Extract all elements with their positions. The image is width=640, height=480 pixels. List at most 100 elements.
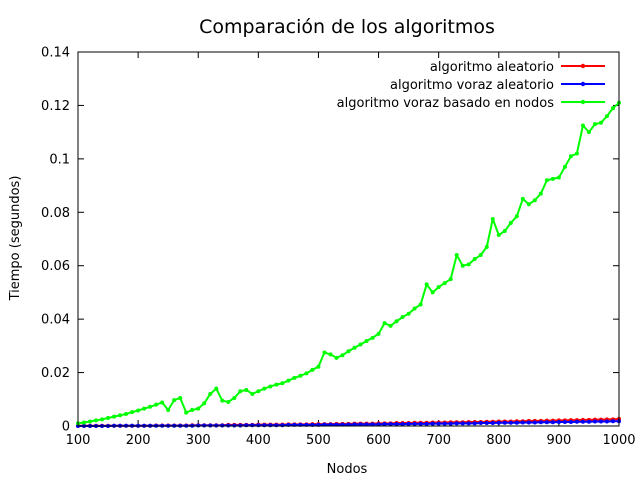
data-point bbox=[580, 419, 585, 424]
data-point bbox=[328, 352, 333, 357]
data-point bbox=[610, 419, 615, 424]
x-tick-label: 700 bbox=[426, 433, 451, 448]
data-point bbox=[232, 395, 237, 400]
data-point bbox=[160, 400, 165, 405]
data-point bbox=[178, 395, 183, 400]
data-point bbox=[358, 422, 363, 427]
data-point bbox=[370, 335, 375, 340]
data-point bbox=[148, 404, 153, 409]
data-point bbox=[208, 423, 213, 428]
data-point bbox=[388, 422, 393, 427]
data-point bbox=[586, 419, 591, 424]
data-point bbox=[322, 350, 327, 355]
legend-marker bbox=[580, 63, 586, 69]
data-point bbox=[286, 378, 291, 383]
data-point bbox=[454, 253, 459, 258]
data-point bbox=[604, 114, 609, 119]
data-point bbox=[568, 419, 573, 424]
x-tick-label: 900 bbox=[546, 433, 571, 448]
x-axis-label: Nodos bbox=[327, 462, 368, 477]
data-point bbox=[256, 389, 261, 394]
data-point bbox=[520, 196, 525, 201]
legend-item: algoritmo voraz aleatorio bbox=[390, 78, 605, 93]
data-point bbox=[196, 406, 201, 411]
data-point bbox=[244, 423, 249, 428]
data-point bbox=[376, 331, 381, 336]
data-point bbox=[352, 422, 357, 427]
data-point bbox=[112, 414, 117, 419]
data-point bbox=[136, 408, 141, 413]
data-point bbox=[220, 423, 225, 428]
x-tick-label: 1000 bbox=[602, 433, 635, 448]
data-point bbox=[502, 420, 507, 425]
data-point bbox=[484, 421, 489, 426]
data-point bbox=[202, 401, 207, 406]
data-point bbox=[214, 423, 219, 428]
legend-marker bbox=[580, 81, 586, 87]
data-point bbox=[532, 198, 537, 203]
x-tick-label: 400 bbox=[246, 433, 271, 448]
x-tick-label: 200 bbox=[126, 433, 151, 448]
data-point bbox=[598, 120, 603, 125]
data-point bbox=[478, 253, 483, 258]
data-point bbox=[118, 413, 123, 418]
data-point bbox=[214, 386, 219, 391]
data-point bbox=[238, 423, 243, 428]
data-point bbox=[316, 364, 321, 369]
data-point bbox=[574, 151, 579, 156]
data-point bbox=[226, 399, 231, 404]
data-point bbox=[550, 176, 555, 181]
data-point bbox=[604, 419, 609, 424]
data-point bbox=[226, 423, 231, 428]
data-point bbox=[448, 421, 453, 426]
data-point bbox=[364, 422, 369, 427]
data-point bbox=[382, 321, 387, 326]
data-point bbox=[556, 419, 561, 424]
data-point bbox=[94, 418, 99, 423]
data-point bbox=[562, 419, 567, 424]
data-point bbox=[532, 420, 537, 425]
data-point bbox=[472, 257, 477, 262]
data-point bbox=[406, 421, 411, 426]
data-point bbox=[238, 389, 243, 394]
data-point bbox=[424, 282, 429, 287]
data-point bbox=[412, 306, 417, 311]
data-point bbox=[280, 381, 285, 386]
data-point bbox=[280, 423, 285, 428]
data-point bbox=[196, 423, 201, 428]
data-point bbox=[262, 423, 267, 428]
data-point bbox=[310, 367, 315, 372]
data-point bbox=[430, 290, 435, 295]
y-tick-label: 0.08 bbox=[41, 206, 70, 221]
data-point bbox=[466, 262, 471, 267]
data-point bbox=[190, 407, 195, 412]
data-point bbox=[268, 423, 273, 428]
data-point bbox=[346, 349, 351, 354]
data-point bbox=[268, 384, 273, 389]
data-point bbox=[430, 421, 435, 426]
data-point bbox=[334, 355, 339, 360]
data-point bbox=[358, 342, 363, 347]
y-axis-label: Tiempo (segundos) bbox=[8, 176, 23, 302]
data-point bbox=[154, 402, 159, 407]
legend-label: algoritmo voraz basado en nodos bbox=[337, 96, 555, 111]
legend-item: algoritmo voraz basado en nodos bbox=[337, 96, 605, 111]
y-tick-label: 0.1 bbox=[49, 152, 70, 167]
legend-marker bbox=[580, 99, 586, 105]
data-point bbox=[436, 421, 441, 426]
data-point bbox=[502, 228, 507, 233]
data-point bbox=[100, 417, 105, 422]
ticks: 100 200 300 400 500 600 700 800 900 1000 0 0.02 0.04… bbox=[41, 46, 636, 449]
data-point bbox=[364, 339, 369, 344]
data-point bbox=[376, 422, 381, 427]
data-point bbox=[418, 302, 423, 307]
data-point bbox=[142, 406, 147, 411]
data-point bbox=[472, 421, 477, 426]
chart-title: Comparación de los algoritmos bbox=[199, 16, 495, 38]
data-point bbox=[166, 407, 171, 412]
data-point bbox=[244, 387, 249, 392]
data-point bbox=[382, 422, 387, 427]
x-tick-label: 100 bbox=[66, 433, 91, 448]
data-point bbox=[538, 191, 543, 196]
data-point bbox=[340, 353, 345, 358]
